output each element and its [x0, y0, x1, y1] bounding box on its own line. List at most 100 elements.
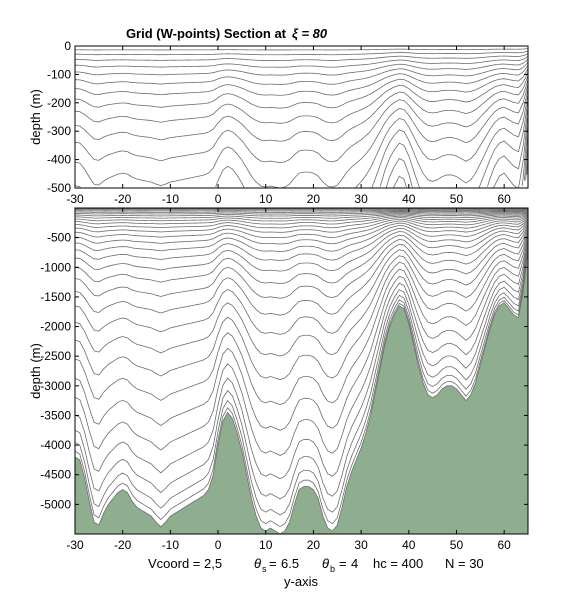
w-level-line: [74, 227, 529, 335]
w-level-line: [74, 249, 529, 535]
x-tick-label: 10: [259, 192, 273, 206]
theta-s-subscript: s: [262, 564, 267, 574]
w-level-line: [379, 99, 529, 188]
w-level-line: [74, 79, 529, 164]
x-tick-label: -10: [162, 192, 180, 206]
x-tick-label: 20: [307, 192, 321, 206]
bottom-panel-x-ticks: -30 -20 -10 0 10 20 30 40 50 60: [66, 208, 511, 552]
y-tick-label: -500: [47, 231, 71, 245]
w-level-line: [74, 53, 529, 61]
x-tick-label: 20: [307, 538, 321, 552]
w-level-line: [74, 220, 529, 272]
x-tick-label: -30: [66, 192, 84, 206]
y-tick-label: -100: [47, 67, 71, 81]
w-level-line: [74, 68, 529, 109]
w-level-line: [74, 218, 529, 261]
w-level-line: [392, 113, 529, 189]
y-tick-label: -1500: [40, 290, 71, 304]
bottom-panel-y-ticks: -500 -1000 -1500 -2000 -2500 -3000 -3500 -4000 -…: [40, 231, 528, 511]
bathymetry-area: [75, 249, 528, 535]
x-tick-label: 50: [450, 538, 464, 552]
x-tick-label: -20: [114, 192, 132, 206]
w-level-line: [75, 209, 529, 213]
w-level-line: [371, 93, 529, 188]
param-n: N = 30: [445, 556, 484, 571]
y-tick-label: -2000: [40, 320, 71, 334]
w-level-line: [385, 105, 529, 188]
x-tick-label: 30: [354, 192, 368, 206]
y-tick-label: -2500: [40, 349, 71, 363]
w-level-line: [74, 214, 529, 233]
w-level-line: [74, 242, 529, 480]
w-level-line: [74, 245, 529, 500]
w-level-line: [74, 225, 529, 316]
w-level-line: [74, 246, 529, 516]
w-level-line: [74, 212, 529, 225]
w-level-line: [74, 240, 529, 456]
x-tick-label: 0: [215, 538, 222, 552]
w-level-line: [74, 88, 529, 189]
w-level-line: [74, 216, 529, 245]
x-tick-label: 60: [497, 538, 511, 552]
y-tick-label: -4500: [40, 468, 71, 482]
w-level-line: [75, 208, 529, 211]
param-hc: hc = 400: [373, 556, 423, 571]
theta-b-equals: =: [339, 556, 347, 571]
y-tick-label: -3000: [40, 379, 71, 393]
x-tick-label: 10: [259, 538, 273, 552]
w-level-line: [75, 210, 529, 215]
top-panel-y-ticks: 0 -100 -200 -300 -400 -500: [47, 39, 528, 195]
top-panel-frame: [74, 45, 529, 189]
theta-s-value: 6.5: [281, 556, 299, 571]
bottom-panel-grid-lines: [74, 207, 529, 535]
w-level-line: [74, 221, 529, 285]
w-level-line: [74, 71, 529, 124]
w-level-line: [74, 229, 529, 357]
y-tick-label: -3500: [40, 408, 71, 422]
w-level-line: [74, 61, 529, 85]
x-tick-label: -20: [114, 538, 132, 552]
w-level-line: [524, 130, 529, 181]
x-tick-label: 40: [402, 192, 416, 206]
w-level-line: [74, 83, 529, 189]
w-level-line: [74, 237, 529, 431]
w-level-line: [74, 64, 529, 96]
y-tick-label: -200: [47, 96, 71, 110]
theta-s-symbol: θ: [254, 556, 261, 571]
y-tick-label: -300: [47, 124, 71, 138]
x-tick-label: -30: [66, 538, 84, 552]
y-tick-label: -500: [47, 181, 71, 195]
bottom-panel: -30 -20 -10 0 10 20 30 40 50 60 -500 -1000 -1500 -20…: [28, 207, 529, 552]
w-level-line: [521, 121, 529, 187]
x-tick-label: 0: [215, 192, 222, 206]
x-tick-label: 30: [354, 538, 368, 552]
top-panel: -30 -20 -10 0 10 20 30 40 50 60 0-100-200-300-400…: [28, 39, 529, 206]
chart-title-text: Grid (W-points) Section at: [126, 26, 287, 41]
theta-s-equals: =: [269, 556, 277, 571]
w-level-line: [74, 210, 529, 217]
x-tick-label: 40: [402, 538, 416, 552]
theta-b-subscript: b: [330, 564, 335, 574]
w-level-line: [74, 58, 529, 76]
w-level-line: [74, 213, 529, 229]
chart-title: Grid (W-points) Section at ξ = 80: [126, 26, 328, 41]
w-level-line: [74, 212, 529, 222]
theta-b-symbol: θ: [322, 556, 329, 571]
w-level-line: [74, 223, 529, 299]
x-axis-label: y-axis: [284, 574, 318, 589]
w-level-line: [74, 235, 529, 406]
w-level-line: [74, 232, 529, 380]
y-tick-label: 0: [64, 39, 71, 53]
w-level-line: [74, 55, 529, 68]
theta-b-value: 4: [351, 556, 358, 571]
w-level-line: [74, 75, 529, 142]
param-theta-b: θ b = 4: [322, 556, 358, 574]
w-level-line: [74, 248, 529, 528]
w-level-line: [74, 215, 529, 239]
top-panel-x-ticks: -30 -20 -10 0 10 20 30 40 50 60: [66, 46, 511, 206]
y-tick-label: -4000: [40, 438, 71, 452]
parameters-line: Vcoord = 2,5 θ s = 6.5 θ b = 4 hc = 400 …: [148, 556, 484, 574]
x-tick-label: 50: [450, 192, 464, 206]
w-level-line: [74, 211, 529, 219]
